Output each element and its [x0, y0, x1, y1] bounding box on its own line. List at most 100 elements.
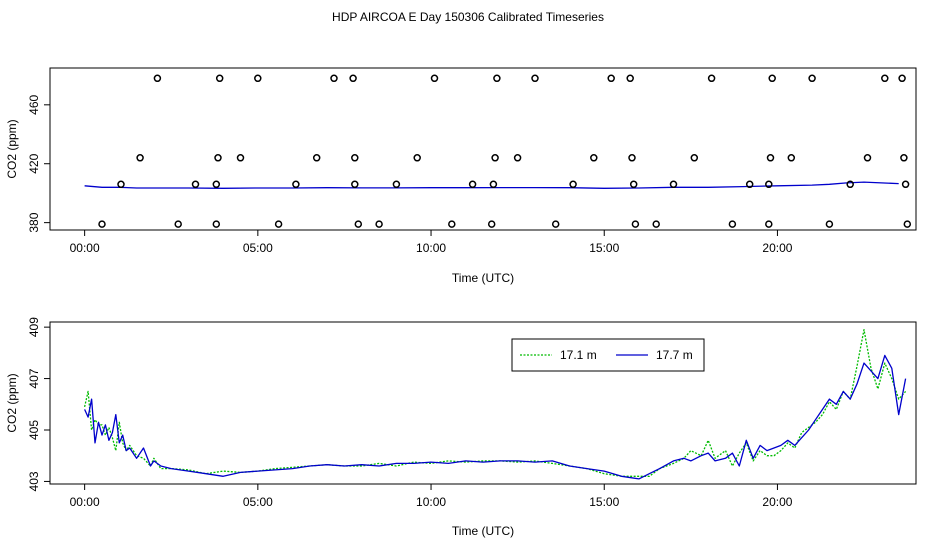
marker-point-33: [569, 180, 577, 189]
legend-box: [511, 338, 705, 372]
x-tick-label-bottom: 05:00: [243, 495, 273, 509]
marker-point-30: [513, 154, 522, 162]
x-axis-label-bottom: Time (UTC): [452, 524, 514, 538]
marker-point-54: [863, 154, 872, 162]
marker-point-25: [468, 180, 477, 189]
marker-point-9: [215, 74, 224, 83]
series-line-bottom-0: [83, 329, 907, 477]
marker-point-32: [551, 220, 560, 228]
chart-panel-bottom: 00:00 05:00 10:00 15:00 20:00 403 405 407 409 T…: [5, 317, 917, 538]
x-tick-label-top: 10:00: [416, 241, 446, 255]
marker-point-58: [901, 180, 910, 189]
marker-point-26: [487, 220, 496, 228]
marker-point-15: [330, 74, 338, 83]
marker-point-29: [493, 74, 501, 83]
marker-point-48: [766, 154, 775, 162]
marker-point-12: [274, 220, 283, 228]
y-axis-bottom: 403 405 407 409: [27, 317, 50, 491]
marker-point-6: [212, 220, 221, 228]
marker-point-53: [846, 180, 854, 189]
marker-point-59: [903, 220, 912, 228]
marker-point-49: [768, 74, 776, 83]
marker-point-41: [669, 180, 678, 189]
x-tick-label-bottom: 10:00: [416, 495, 446, 509]
series-group-bottom: [83, 329, 907, 480]
x-tick-label-top: 20:00: [762, 241, 792, 255]
series-group-top: [84, 181, 899, 189]
marker-point-28: [491, 154, 499, 162]
x-tick-label-bottom: 00:00: [70, 495, 100, 509]
marker-point-51: [808, 74, 816, 83]
series-line-bottom-1: [84, 354, 907, 480]
marker-point-46: [765, 220, 773, 228]
marker-point-20: [375, 220, 383, 228]
marker-point-44: [728, 220, 737, 228]
marker-point-1: [117, 180, 125, 189]
marker-point-19: [354, 220, 363, 228]
marker-point-10: [236, 154, 245, 162]
x-axis-label-top: Time (UTC): [452, 271, 514, 285]
marker-point-22: [413, 154, 421, 162]
marker-point-21: [392, 180, 401, 189]
marker-point-23: [430, 74, 439, 83]
marker-point-50: [787, 154, 796, 162]
marker-point-31: [531, 74, 539, 83]
marker-point-37: [628, 154, 636, 162]
marker-point-39: [631, 220, 640, 228]
marker-point-3: [153, 74, 162, 83]
x-tick-label-top: 15:00: [589, 241, 619, 255]
legend-label-17-1m: 17.1 m: [560, 348, 597, 362]
x-tick-label-top: 05:00: [243, 241, 273, 255]
x-tick-label-bottom: 15:00: [589, 495, 619, 509]
plot-frame-bottom: [49, 321, 917, 485]
y-tick-label-top: 460: [27, 94, 41, 114]
marker-point-55: [881, 74, 889, 83]
marker-group-top: [98, 74, 912, 228]
marker-point-42: [690, 154, 699, 162]
marker-point-13: [292, 180, 300, 189]
plot-frame-top: [49, 67, 917, 231]
series-line-top-0: [84, 181, 899, 189]
marker-point-16: [349, 74, 357, 83]
marker-point-38: [629, 180, 638, 189]
marker-point-36: [626, 74, 634, 83]
marker-point-8: [214, 154, 222, 162]
marker-point-0: [98, 220, 106, 228]
marker-point-40: [652, 220, 660, 228]
marker-point-5: [191, 180, 200, 189]
y-axis-top: 380 420 460: [27, 94, 50, 233]
marker-point-43: [707, 74, 716, 83]
marker-point-56: [898, 74, 906, 83]
marker-point-2: [136, 154, 144, 162]
marker-point-11: [254, 74, 262, 83]
legend-label-17-7m: 17.7 m: [656, 348, 693, 362]
marker-point-35: [607, 74, 615, 83]
x-axis-top: 00:00 05:00 10:00 15:00 20:00: [70, 229, 793, 255]
y-axis-label-top: CO2 (ppm): [5, 119, 19, 178]
chart-panel-top: 00:00 05:00 10:00 15:00 20:00 380 420 460 Time…: [5, 67, 917, 285]
marker-point-52: [825, 220, 834, 228]
marker-point-24: [448, 220, 456, 228]
marker-point-14: [312, 154, 321, 162]
figure-title: HDP AIRCOA E Day 150306 Calibrated Times…: [332, 10, 604, 24]
marker-point-17: [351, 154, 359, 162]
y-axis-label-bottom: CO2 (ppm): [5, 373, 19, 432]
y-tick-label-bottom: 409: [27, 317, 41, 337]
legend: 17.1 m 17.7 m: [511, 338, 705, 372]
y-tick-label-bottom: 405: [27, 420, 41, 440]
marker-point-18: [351, 180, 359, 189]
marker-point-47: [765, 180, 773, 189]
marker-point-34: [590, 154, 598, 162]
marker-point-7: [212, 180, 221, 189]
y-tick-label-top: 420: [27, 153, 41, 173]
y-tick-label-top: 380: [27, 212, 41, 232]
marker-point-27: [489, 180, 498, 189]
x-tick-label-bottom: 20:00: [762, 495, 792, 509]
x-axis-bottom: 00:00 05:00 10:00 15:00 20:00: [70, 483, 793, 509]
y-tick-label-bottom: 407: [27, 368, 41, 388]
y-tick-label-bottom: 403: [27, 471, 41, 491]
marker-point-57: [900, 154, 908, 162]
marker-point-45: [745, 180, 754, 189]
